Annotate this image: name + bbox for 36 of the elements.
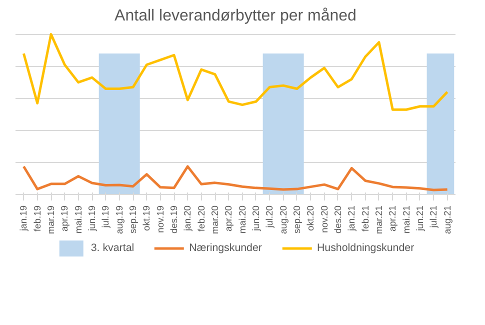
x-tick-label: jan.19 bbox=[18, 205, 29, 232]
legend-label: Husholdningskunder bbox=[316, 242, 414, 254]
x-tick-label: jul.20 bbox=[264, 205, 275, 229]
x-tick-label: feb.21 bbox=[360, 205, 370, 232]
x-tick-label: des.20 bbox=[332, 205, 343, 234]
x-tick-label: okt.20 bbox=[306, 205, 316, 231]
x-tick-label: des.19 bbox=[169, 205, 180, 234]
x-tick-label: jun.19 bbox=[87, 205, 98, 232]
x-tick-label: jan.20 bbox=[182, 205, 193, 232]
x-tick-label: aug.19 bbox=[114, 206, 124, 234]
x-tick-label: apr.21 bbox=[388, 205, 398, 232]
x-tick-label: aug.21 bbox=[442, 206, 452, 234]
chart-title: Antall leverandørbytter per måned bbox=[114, 8, 356, 24]
x-tick-label: mar.21 bbox=[374, 205, 384, 234]
legend-label: 3. kvartal bbox=[90, 242, 134, 254]
x-tick-label: sep.20 bbox=[292, 205, 302, 234]
x-tick-label: sep.19 bbox=[128, 205, 138, 234]
x-tick-label: aug.20 bbox=[278, 206, 288, 234]
x-tick-label: okt.19 bbox=[142, 205, 152, 231]
x-tick-label: jun.20 bbox=[250, 205, 261, 232]
x-tick-label: mar.19 bbox=[46, 205, 56, 234]
legend-label: Næringskunder bbox=[189, 242, 262, 254]
x-tick-label: apr.19 bbox=[60, 205, 70, 232]
x-tick-label: nov.20 bbox=[319, 205, 330, 233]
x-tick-label: mai.19 bbox=[73, 206, 84, 234]
x-tick-label: jun.21 bbox=[414, 205, 425, 232]
x-tick-label: nov.19 bbox=[155, 205, 166, 233]
x-tick-label: jul.19 bbox=[100, 205, 111, 229]
x-tick-label: apr.20 bbox=[224, 205, 234, 232]
x-tick-label: feb.19 bbox=[32, 205, 42, 232]
x-tick-label: jul.21 bbox=[428, 205, 439, 229]
x-tick-label: jan.21 bbox=[346, 205, 357, 232]
x-tick-label: mar.20 bbox=[210, 205, 220, 234]
x-tick-label: mai.20 bbox=[237, 206, 248, 234]
x-tick-label: mai.21 bbox=[401, 206, 412, 234]
x-tick-label: feb.20 bbox=[196, 205, 206, 232]
